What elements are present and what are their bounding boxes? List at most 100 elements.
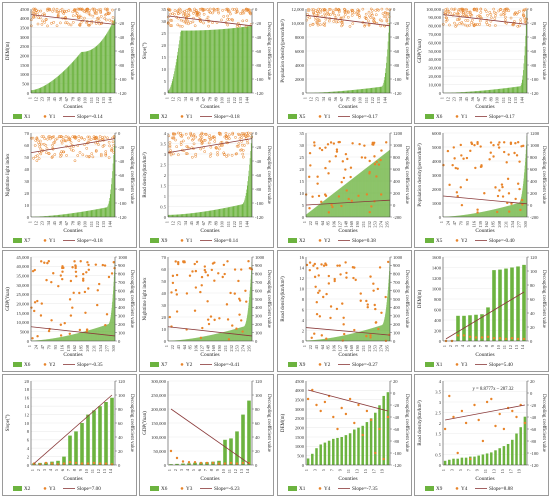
chart-15-y2tick: 20 — [393, 379, 398, 384]
chart-6-point — [173, 132, 177, 136]
chart-15-bar — [323, 442, 327, 465]
chart-9-legend-bar-label: X6 — [24, 362, 31, 368]
chart-7-xtick: 295 — [384, 220, 389, 227]
chart-1-point — [111, 16, 115, 19]
chart-2-bar — [227, 28, 229, 94]
chart-3-xtick: 100 — [358, 96, 363, 103]
chart-5-point — [35, 137, 39, 140]
chart-10-xtick: 85 — [188, 344, 193, 349]
chart-1-bar — [38, 88, 39, 93]
chart-2-point — [226, 10, 230, 13]
chart-6-bar — [223, 208, 224, 217]
chart-5-bar — [62, 214, 63, 217]
chart-11-point — [380, 311, 383, 314]
chart-4-bar — [469, 91, 470, 93]
chart-1-point — [87, 12, 91, 16]
chart-2-bar — [201, 30, 202, 93]
chart-7-y2tick: 200 — [393, 191, 401, 196]
chart-7-ytick: 25 — [299, 155, 304, 160]
chart-2-bar — [176, 55, 178, 93]
chart-6-bar — [226, 207, 228, 217]
chart-8-y2tick: 400 — [530, 179, 538, 184]
chart-10-xtick: 274 — [241, 344, 246, 351]
chart-14-bar — [235, 431, 239, 465]
chart-2-xtick: 144 — [244, 96, 249, 103]
chart-2-bar — [170, 85, 172, 93]
chart-5-point — [46, 137, 49, 141]
chart-2-bar — [198, 30, 199, 93]
chart-2-bar — [184, 30, 186, 93]
chart-6-bar — [187, 213, 189, 217]
chart-3-point — [374, 13, 378, 17]
chart-6-bar — [222, 208, 223, 217]
chart-11-point — [338, 264, 341, 267]
chart-10-point — [240, 268, 243, 271]
chart-9-y2tick: 900 — [118, 263, 126, 268]
chart-6-point — [225, 135, 228, 139]
chart-6-bar — [184, 213, 185, 217]
chart-7-point — [370, 205, 373, 208]
chart-10-point — [235, 327, 238, 330]
chart-2-bar — [208, 29, 209, 93]
chart-3-point — [318, 19, 322, 23]
chart-4-bar — [514, 86, 516, 93]
chart-3-point — [324, 17, 328, 21]
chart-14-xtick: 9 — [215, 468, 220, 471]
chart-6-y2tick: -40 — [255, 159, 262, 164]
chart-1-point — [48, 8, 52, 12]
chart-5-point — [85, 146, 89, 150]
chart-2-bar — [238, 27, 239, 94]
chart-15-y2tick: -60 — [393, 427, 400, 432]
chart-1-point — [85, 9, 89, 12]
chart-2-bar — [217, 29, 218, 94]
chart-9-point — [72, 291, 75, 295]
chart-1-bar — [89, 50, 91, 93]
chart-4-point — [459, 7, 462, 11]
chart-3-point — [327, 19, 331, 23]
chart-1-bar — [50, 81, 52, 93]
chart-4-point — [489, 13, 493, 16]
chart-11-xtick: 64 — [320, 344, 325, 349]
chart-5-bar — [53, 215, 54, 217]
chart-2-point — [180, 25, 184, 28]
chart-16-y2tick: -60 — [530, 427, 537, 432]
chart-10-xtick: 22 — [170, 345, 175, 349]
chart-7-point — [317, 194, 321, 198]
chart-4-y2tick: -120 — [530, 91, 539, 96]
chart-2-point — [208, 7, 212, 11]
chart-6-ytick: 2 — [164, 173, 167, 178]
chart-5-bar — [105, 207, 107, 217]
chart-6-y2tick: -80 — [255, 187, 262, 192]
chart-3-point — [371, 9, 374, 12]
chart-3-bar — [378, 86, 380, 93]
chart-13-xtick: 9 — [78, 468, 83, 471]
chart-15-legend-bar-label: X1 — [299, 486, 306, 492]
chart-9-svg: 0500010,00015,00020,00025,00030,00035,00… — [6, 255, 134, 368]
chart-5-bar — [94, 209, 96, 217]
chart-5-bar — [94, 209, 95, 217]
chart-1-bar — [60, 74, 61, 93]
chart-3-point — [337, 8, 341, 12]
chart-11-y2label: Decoupling coefficient value — [404, 270, 409, 329]
chart-12-point — [516, 337, 520, 341]
chart-4-xtick: 89 — [489, 96, 494, 101]
chart-15-bar — [340, 437, 343, 465]
chart-16-xtick: 17 — [508, 468, 513, 473]
chart-2-bar — [180, 30, 182, 93]
chart-16-bar — [498, 448, 501, 465]
chart-12-point — [480, 336, 484, 339]
chart-4-xtick: 34 — [458, 96, 463, 101]
chart-3-point — [363, 23, 367, 27]
chart-5-point — [39, 147, 43, 151]
chart-4-bar — [511, 87, 513, 93]
chart-2-bar — [225, 28, 227, 93]
chart-13-xtick: 3 — [42, 468, 47, 471]
chart-15-bar — [357, 427, 360, 465]
chart-3-bar — [337, 91, 338, 93]
chart-2-bar — [231, 28, 233, 93]
chart-5-bar — [51, 215, 52, 217]
chart-2-bar — [174, 68, 176, 93]
chart-16-bar — [477, 455, 480, 465]
chart-11-point — [351, 266, 355, 269]
